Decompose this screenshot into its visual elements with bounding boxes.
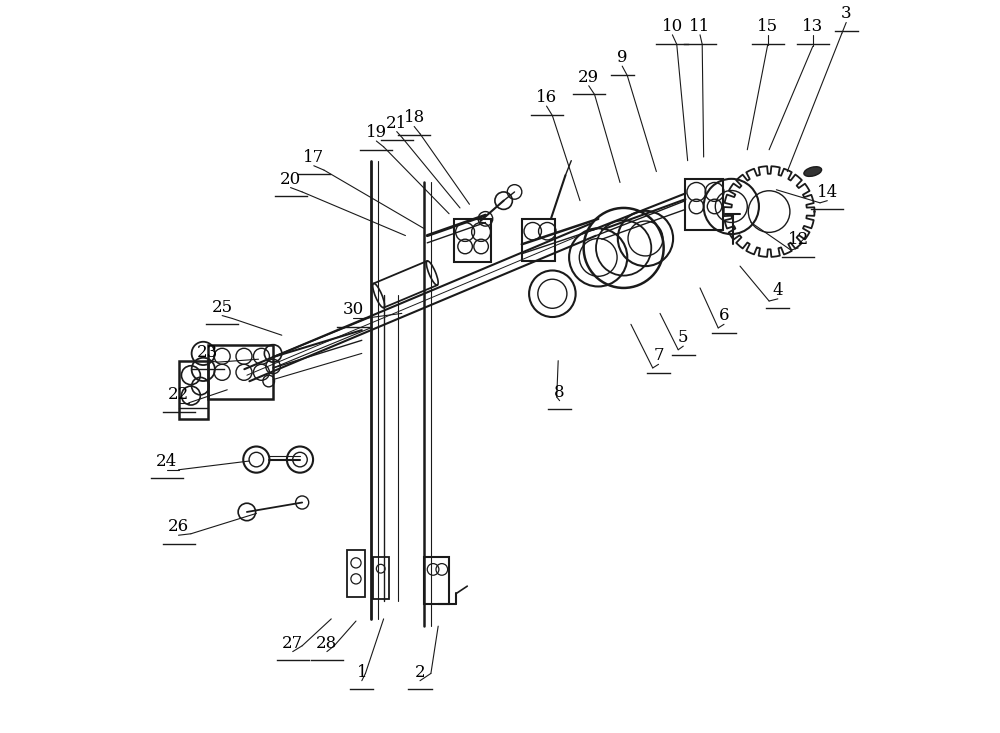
Text: 4: 4 xyxy=(773,282,783,299)
Text: 30: 30 xyxy=(342,301,364,318)
Text: 2: 2 xyxy=(415,663,425,681)
Text: 26: 26 xyxy=(168,518,189,535)
Text: 6: 6 xyxy=(719,307,729,324)
Bar xyxy=(347,550,365,597)
Text: 11: 11 xyxy=(689,18,711,35)
Text: 15: 15 xyxy=(757,18,778,35)
Text: 29: 29 xyxy=(578,69,599,86)
Text: 16: 16 xyxy=(536,89,557,106)
Text: 27: 27 xyxy=(282,635,303,652)
Ellipse shape xyxy=(804,166,822,177)
Text: 9: 9 xyxy=(617,49,627,66)
Text: 5: 5 xyxy=(678,329,689,346)
Text: 25: 25 xyxy=(212,298,233,316)
Text: 24: 24 xyxy=(156,453,178,470)
Text: 28: 28 xyxy=(316,635,338,652)
Bar xyxy=(208,345,273,399)
Text: 19: 19 xyxy=(366,124,387,141)
Text: 20: 20 xyxy=(280,171,301,188)
Text: 17: 17 xyxy=(303,149,324,166)
Text: 10: 10 xyxy=(662,18,683,35)
Text: 12: 12 xyxy=(788,231,809,248)
Bar xyxy=(522,219,555,261)
Bar xyxy=(373,557,389,600)
Bar xyxy=(424,557,449,604)
Text: 8: 8 xyxy=(554,383,565,401)
Text: 14: 14 xyxy=(817,184,838,201)
Text: 1: 1 xyxy=(356,663,367,681)
Text: 21: 21 xyxy=(386,114,407,131)
Text: 22: 22 xyxy=(168,386,189,403)
Text: 23: 23 xyxy=(197,344,218,361)
Bar xyxy=(454,219,491,262)
Bar xyxy=(685,179,723,229)
Text: 18: 18 xyxy=(404,109,425,127)
Bar xyxy=(179,361,208,419)
Text: 3: 3 xyxy=(841,5,852,23)
Text: 13: 13 xyxy=(802,18,823,35)
Text: 7: 7 xyxy=(653,347,664,364)
